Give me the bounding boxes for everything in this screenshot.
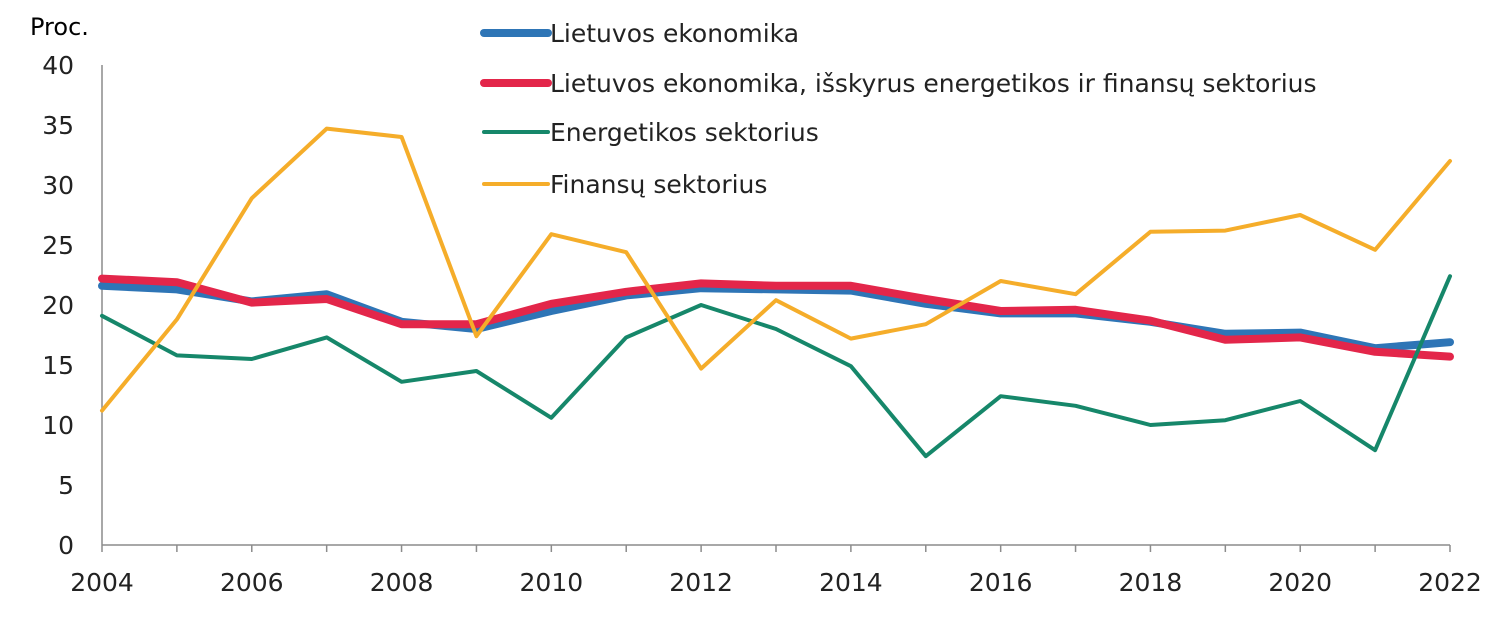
y-tick-label: 15	[42, 351, 74, 380]
y-tick-label: 20	[42, 291, 74, 320]
y-tick-label: 5	[58, 471, 74, 500]
x-tick-label: 2012	[669, 568, 733, 597]
x-tick-label: 2018	[1119, 568, 1183, 597]
x-tick-label: 2016	[969, 568, 1033, 597]
x-tick-label: 2014	[819, 568, 883, 597]
series-lines	[98, 126, 1454, 459]
legend: Lietuvos ekonomika Lietuvos ekonomika, iš…	[480, 19, 1317, 199]
x-axis: 2004 2006 2008 2010 2012 2014 2016 2018 2020 2022	[70, 544, 1482, 597]
series-line-3	[100, 274, 1452, 459]
y-tick-label: 10	[42, 411, 74, 440]
x-tick-label: 2008	[370, 568, 434, 597]
y-tick-label: 30	[42, 171, 74, 200]
x-tick-label: 2004	[70, 568, 134, 597]
legend-label: Lietuvos ekonomika	[550, 19, 799, 48]
x-tick-label: 2022	[1418, 568, 1482, 597]
y-tick-label: 0	[58, 531, 74, 560]
y-unit-label: Proc.	[30, 13, 89, 41]
series-line-4	[100, 126, 1452, 413]
legend-label: Lietuvos ekonomika, išskyrus energetikos…	[550, 69, 1317, 98]
legend-label: Energetikos sektorius	[550, 118, 819, 147]
y-tick-label: 35	[42, 111, 74, 140]
x-tick-label: 2006	[220, 568, 284, 597]
y-tick-label: 25	[42, 231, 74, 260]
x-tick-label: 2010	[520, 568, 584, 597]
series-line-2	[98, 274, 1454, 361]
x-tick-label: 2020	[1268, 568, 1332, 597]
y-tick-label: 40	[42, 51, 74, 80]
legend-label: Finansų sektorius	[550, 170, 767, 199]
y-axis: 0 5 10 15 20 25 30 35 40	[42, 51, 103, 560]
